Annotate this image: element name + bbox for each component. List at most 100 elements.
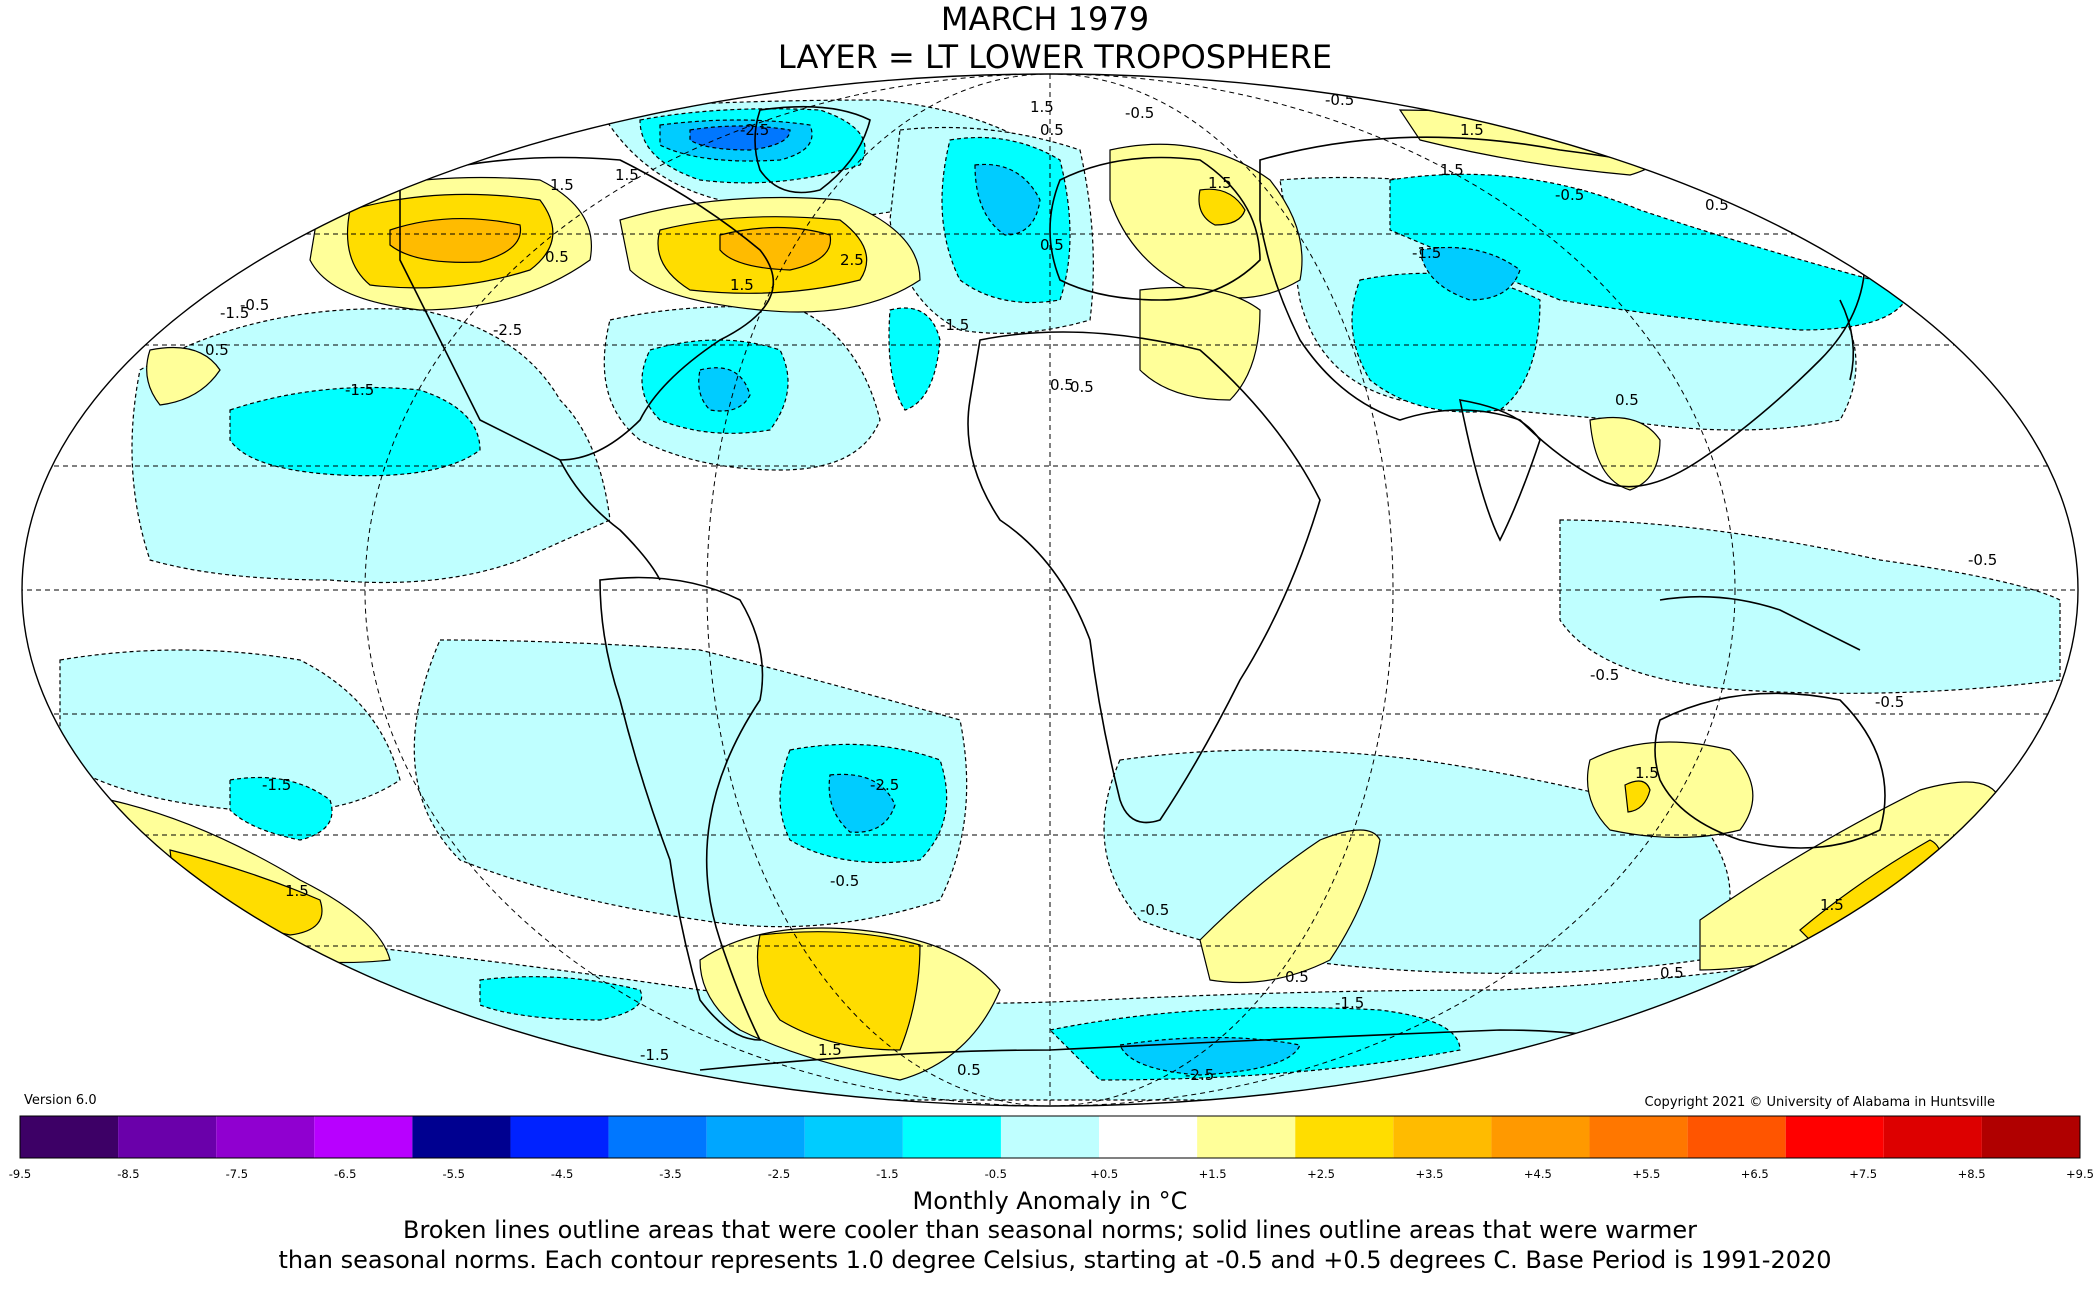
region-cool-east-pacific-south [59,649,401,813]
new-zealand-outline [1929,859,1945,911]
colorbar-segment [1393,1116,1492,1158]
contour-label: 0.5 [205,341,229,359]
region-warm15-patagonia [756,931,921,1051]
region-cool15-midatlantic [888,307,941,411]
colorbar-tick-label: -1.5 [876,1167,898,1181]
colorbar-tick-label: +6.5 [1741,1167,1769,1181]
region-cool15-siberia [1389,173,1911,331]
japan-outline [1839,299,1855,381]
contour-label: -0.5 [1875,693,1904,711]
colorbar-tick-label: +5.5 [1632,1167,1660,1181]
central-america-outline [559,459,661,581]
colorbar-tick-label: +1.5 [1199,1167,1227,1181]
colorbar-segment [1000,1116,1100,1158]
contour-label: 1.5 [1635,764,1659,782]
contour-label: 0.5 [1040,236,1064,254]
contour-label: 1.5 [1030,98,1054,116]
colorbar-segment [902,1116,1001,1158]
contour-label: -2.5 [740,121,769,139]
contour-label: -0.5 [1555,186,1584,204]
caption-line1: Broken lines outline areas that were coo… [403,1216,1697,1244]
colorbar-segment [1295,1116,1394,1158]
australia-outline [1654,692,1886,849]
colorbar-tick-label: -5.5 [442,1167,464,1181]
colorbar-segment [1883,1116,1982,1158]
map-title-line1: MARCH 1979 [941,0,1149,38]
contour-label: -1.5 [345,381,374,399]
colorbar-tick-label: -8.5 [117,1167,139,1181]
region-warm05-south-indian [1199,829,1381,984]
region-warm25-canada [719,226,832,271]
europe-outline [1049,156,1261,301]
graticule-line [364,74,1736,1106]
colorbar-segment [1491,1116,1590,1158]
contour-label: -2.5 [1185,1066,1214,1084]
contour-label: -1.5 [1335,994,1364,1012]
contour-label: -1.5 [262,776,291,794]
colorbar-tick-label: -4.5 [551,1167,573,1181]
contour-label: -0.5 [1968,551,1997,569]
colorbar-tick-label: -9.5 [9,1167,31,1181]
copyright-label: Copyright 2021 © University of Alabama i… [1645,1095,1995,1110]
contour-label: -0.5 [1140,901,1169,919]
region-cool35-baffin [689,125,791,151]
region-warm05-se-asia [1589,416,1661,491]
contour-label: -1.5 [220,304,249,322]
colorbar-segment [1099,1116,1198,1158]
caption-line2: than seasonal norms. Each contour repres… [278,1246,1831,1274]
colorbar-tick-label: +0.5 [1090,1167,1118,1181]
version-label: Version 6.0 [24,1093,97,1108]
contour-label: 0.5 [1070,378,1094,396]
region-warm05-australia [1586,741,1754,839]
antarctica-outline [699,1029,1661,1071]
colorbar-segment [20,1116,119,1158]
contour-label: 0.5 [1660,964,1684,982]
colorbar-tick-label: -6.5 [334,1167,356,1181]
colorbar-segment [804,1116,903,1158]
contour-label: 1.5 [1440,161,1464,179]
region-cool15-north-pacific [229,386,481,477]
colorbar-segment [314,1116,413,1158]
globe: -2.5 1.5 1.5 0.5 -1.5 -0.5 0.5 -1.5 -2.5… [21,73,2079,1107]
contour-label: 0.5 [1615,391,1639,409]
colorbar-segment [1197,1116,1296,1158]
contour-label: 0.5 [545,248,569,266]
graticule-line [706,74,1394,1106]
colorbar-tick-label: -0.5 [985,1167,1007,1181]
colorbar-tick-label: -7.5 [226,1167,248,1181]
colorbar-segment [216,1116,315,1158]
contour-label: 0.5 [1705,196,1729,214]
contour-label: 0.5 [1285,968,1309,986]
colorbar-tick-label: +7.5 [1849,1167,1877,1181]
colorbar-segment [118,1116,217,1158]
colorbar-tick-label: -2.5 [768,1167,790,1181]
africa-outline [967,331,1321,824]
contour-label: 1.5 [615,166,639,184]
colorbar-segment [706,1116,805,1158]
colorbar-tick-label: +4.5 [1524,1167,1552,1181]
globe-outline [21,73,2079,1107]
south-america-outline [599,576,764,1041]
contour-label: 1.5 [730,276,754,294]
region-warm15-europe [1198,188,1246,226]
greenland-outline [754,105,871,194]
colorbar [19,1115,2081,1159]
contour-label: -2.5 [493,321,522,339]
colorbar-segment [608,1116,707,1158]
colorbar-tick-label: +3.5 [1416,1167,1444,1181]
contour-label: -2.5 [870,776,899,794]
region-warm05-bering [146,346,221,406]
colorbar-tick-label: +8.5 [1958,1167,1986,1181]
asia-outline [1259,136,1866,488]
region-cool15-east-pacific [229,776,333,841]
region-warm05-europe [1109,143,1303,299]
region-cool25-south-atlantic [828,773,896,833]
region-cool15-south-pacific [479,976,643,1021]
colorbar-segment [1687,1116,1786,1158]
india-outline [1458,399,1541,542]
contour-label: 1.5 [1208,174,1232,192]
continent-outlines [399,105,1945,1071]
contour-label: 1.5 [285,882,309,900]
map-title-line2: LAYER = LT LOWER TROPOSPHERE [778,38,1332,76]
contour-label: 2.5 [840,251,864,269]
